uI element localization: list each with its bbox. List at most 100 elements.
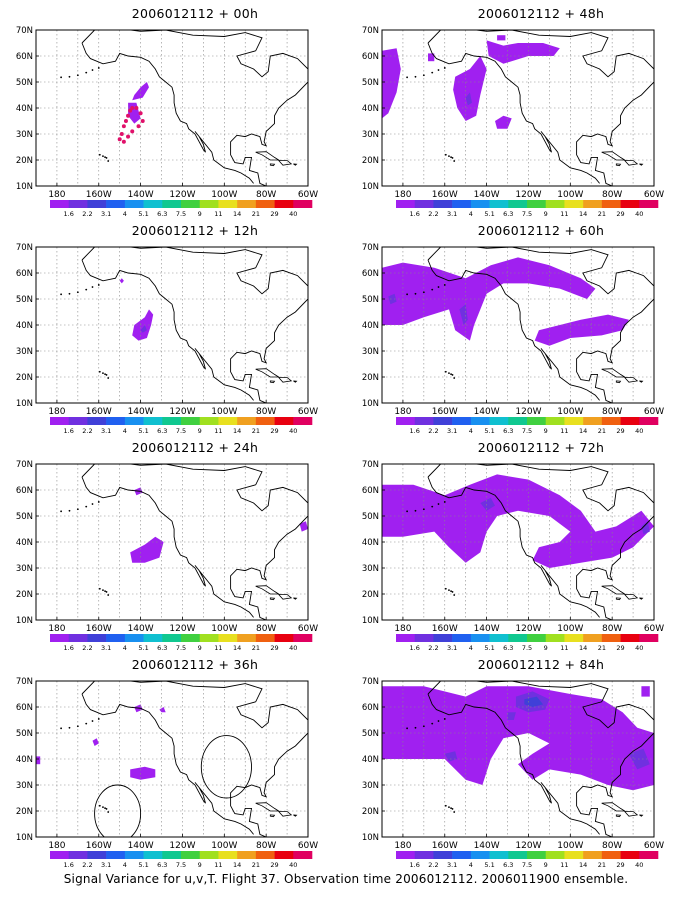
colorbar-swatch [181,200,201,208]
lon-tick-label: 60W [298,407,318,417]
lon-tick-label: 80W [602,624,622,634]
colorbar-label: 5.1 [484,644,494,652]
colorbar-swatch [489,200,509,208]
island [443,67,446,69]
island [104,373,106,376]
island [102,589,104,591]
island [105,157,108,159]
variance-contour [130,766,156,780]
colorbar-swatch [601,851,621,859]
colorbar-swatch [106,417,126,425]
colorbar-swatch [452,200,472,208]
island [601,802,627,812]
lat-tick-label: 30N [362,564,379,574]
colorbar-label: 3.1 [101,427,111,435]
colorbar-label: 7.5 [176,861,186,869]
lon-tick-label: 100W [211,407,237,417]
variance-contour [534,314,629,346]
colorbar-swatch [639,200,659,208]
colorbar-label: 14 [579,861,587,869]
lon-tick-label: 180 [48,407,65,417]
variance-contour [382,48,401,119]
colorbar-swatch [199,200,219,208]
flight-track-point [138,111,143,116]
colorbar-swatch [527,851,547,859]
island [406,76,409,79]
island [97,718,100,720]
map-plot: 10N 20N 30N 40N 50N 60N 70N 180 160W 140W 120W 100W… [16,677,318,869]
colorbar-swatch [293,417,313,425]
colorbar-swatch [255,200,275,208]
colorbar-label: 9 [198,644,202,652]
lon-tick-label: 180 [48,841,65,851]
coastline [81,693,254,835]
lat-tick-label: 20N [362,373,379,383]
panel-title: 2006012112 + 84h [477,657,605,672]
coastline [81,259,254,401]
island [91,286,94,288]
island [414,75,417,78]
colorbar-swatch [237,851,257,859]
colorbar-label: 11 [560,210,568,218]
variance-contour [388,293,397,305]
lon-tick-label: 140W [474,407,500,417]
lon-tick-label: 180 [394,407,411,417]
lon-tick-label: 80W [256,841,276,851]
lat-tick-label: 30N [362,347,379,357]
colorbar-swatch [508,417,528,425]
colorbar-swatch [620,417,640,425]
colorbar-swatch [181,851,201,859]
lon-tick-label: 140W [128,841,154,851]
flight-track-point [117,137,122,142]
lat-tick-label: 10N [16,833,33,843]
island [98,587,101,590]
lon-tick-label: 140W [474,624,500,634]
colorbar-swatch [50,634,70,642]
colorbar-label: 1.6 [64,861,74,869]
island [406,727,409,730]
island [97,501,100,503]
colorbar-swatch [527,200,547,208]
island [639,380,644,383]
lat-tick-label: 10N [362,399,379,409]
lat-tick-label: 40N [16,321,33,331]
colorbar-label: 9 [544,427,548,435]
island [422,725,425,728]
lat-tick-label: 60N [16,52,33,62]
colorbar-label: 3.1 [447,644,457,652]
island [453,811,456,813]
lat-tick-label: 70N [16,460,33,470]
lat-tick-label: 20N [16,590,33,600]
island [85,505,88,508]
lon-tick-label: 160W [86,624,112,634]
lat-tick-label: 40N [362,321,379,331]
figure-caption: Signal Variance for u,v,T. Flight 37. Ob… [63,872,629,886]
lat-tick-label: 40N [362,538,379,548]
colorbar-label: 11 [214,861,222,869]
colorbar-swatch [470,200,490,208]
colorbar-label: 7.5 [176,427,186,435]
colorbar-swatch [106,634,126,642]
colorbar-label: 11 [214,427,222,435]
variance-contour [382,257,596,341]
colorbar-label: 9 [544,644,548,652]
colorbar-swatch [68,851,88,859]
colorbar-label: 29 [616,644,624,652]
island [76,725,79,728]
lat-tick-label: 20N [16,156,33,166]
lat-tick-label: 50N [362,729,379,739]
island [105,591,108,593]
colorbar-swatch [50,851,70,859]
colorbar-swatch [564,417,584,425]
lon-tick-label: 100W [557,841,583,851]
island [450,373,452,376]
lon-tick-label: 120W [169,190,195,200]
variance-contour [92,738,99,746]
colorbar-swatch [564,634,584,642]
colorbar-label: 21 [598,644,606,652]
flight-track-point [126,134,131,139]
island [255,151,281,161]
lat-tick-label: 10N [362,833,379,843]
colorbar-swatch [162,200,182,208]
island [444,587,447,590]
